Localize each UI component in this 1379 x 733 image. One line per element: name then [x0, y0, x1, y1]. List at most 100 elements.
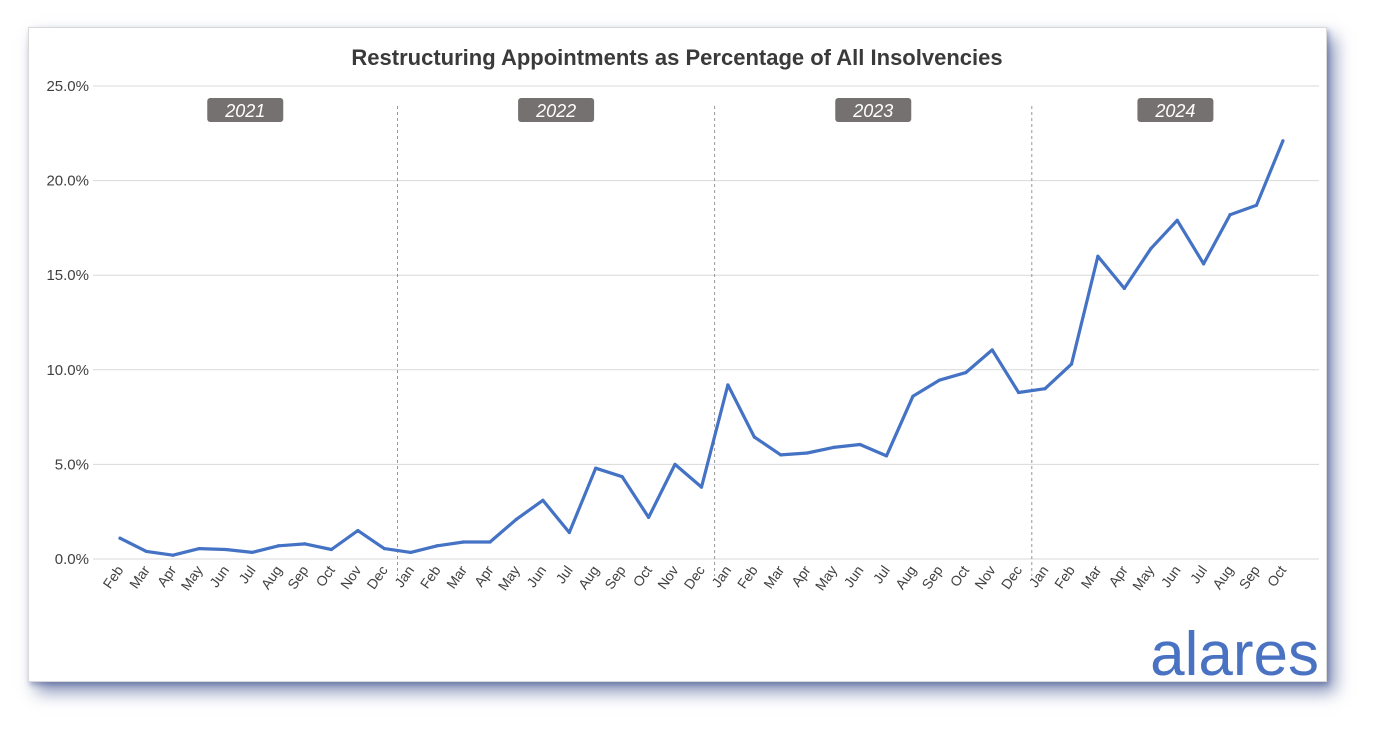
- x-tick-label: Jan: [1025, 563, 1051, 591]
- data-point: [699, 485, 704, 489]
- x-tick-label: May: [1129, 563, 1157, 594]
- x-tick-label: Nov: [337, 563, 364, 593]
- x-tick-label: Feb: [100, 562, 127, 591]
- data-point: [461, 540, 466, 544]
- x-tick-label: Apr: [788, 562, 814, 589]
- data-point: [594, 466, 598, 470]
- data-point: [1043, 387, 1047, 391]
- chart-title: Restructuring Appointments as Percentage…: [351, 45, 1002, 70]
- data-point: [1228, 213, 1232, 217]
- series-line: [118, 139, 1285, 557]
- data-point: [726, 383, 730, 387]
- data-point: [1017, 390, 1021, 395]
- x-tick-label: May: [812, 563, 840, 594]
- x-tick-label: Feb: [417, 562, 444, 591]
- y-tick-label: 25.0%: [46, 78, 89, 95]
- x-tick-label: Mar: [443, 562, 470, 591]
- data-point: [1175, 218, 1179, 222]
- data-point: [1202, 262, 1206, 266]
- alares-logo: alares: [1150, 620, 1319, 681]
- y-tick-label: 20.0%: [46, 173, 89, 190]
- x-tick-label: Jul: [870, 563, 893, 587]
- year-badge-background: [835, 98, 912, 122]
- data-point: [911, 394, 915, 398]
- x-tick-label: Apr: [154, 562, 180, 589]
- data-point: [409, 550, 413, 554]
- data-point: [197, 546, 201, 551]
- data-point: [673, 462, 677, 466]
- year-badge: 2024: [1137, 98, 1214, 122]
- x-tick-label: Mar: [1077, 562, 1104, 591]
- x-tick-label: Sep: [601, 562, 629, 592]
- x-tick-label: Mar: [760, 562, 787, 591]
- y-tick-label: 10.0%: [46, 362, 89, 379]
- x-tick-label: Apr: [1105, 562, 1131, 589]
- data-point: [1069, 362, 1074, 366]
- data-point: [144, 549, 149, 554]
- year-label: 2022: [535, 101, 576, 121]
- x-tick-label: Aug: [1209, 563, 1236, 593]
- x-tick-label: May: [177, 563, 205, 594]
- data-point: [832, 445, 836, 449]
- data-point: [276, 544, 281, 548]
- x-tick-label: Jan: [391, 563, 417, 591]
- data-point: [620, 475, 624, 479]
- x-tick-label: Jun: [523, 563, 549, 591]
- year-labels: 2021 2022 2023 2024: [207, 98, 1214, 122]
- series-layer: [118, 139, 1285, 557]
- data-point: [752, 435, 756, 439]
- data-point: [964, 371, 968, 375]
- x-tick-label: Jun: [840, 563, 866, 591]
- line-chart: Restructuring Appointments as Percentage…: [46, 45, 1319, 681]
- data-point: [884, 454, 889, 458]
- x-tick-label: Dec: [998, 563, 1025, 593]
- x-tick-label: Oct: [312, 562, 338, 589]
- year-label: 2024: [1154, 101, 1195, 121]
- x-tick-label: Dec: [363, 563, 390, 593]
- x-tick-label: Aug: [258, 563, 285, 593]
- x-tick-label: Jul: [235, 563, 258, 587]
- x-tick-label: Sep: [1236, 562, 1264, 592]
- data-point: [171, 553, 175, 557]
- data-point: [224, 547, 228, 552]
- year-badge-background: [207, 98, 284, 122]
- x-tick-label: Jan: [708, 563, 734, 591]
- x-tick-label: Aug: [575, 563, 602, 593]
- data-point: [541, 498, 545, 502]
- x-tick-label: Jul: [1187, 563, 1210, 587]
- x-tick-label: Oct: [1264, 562, 1290, 589]
- year-label: 2023: [852, 101, 893, 121]
- x-tick-label: Oct: [947, 562, 973, 589]
- data-point: [118, 536, 122, 540]
- data-point: [779, 453, 783, 457]
- data-point: [567, 530, 571, 535]
- data-point: [805, 451, 809, 455]
- x-tick-label: Aug: [892, 563, 919, 593]
- x-tick-label: Jun: [1158, 563, 1184, 591]
- data-point: [514, 517, 519, 521]
- data-point: [250, 550, 254, 554]
- x-tick-label: Jun: [206, 563, 232, 591]
- data-point: [858, 442, 862, 447]
- x-tick-label: Feb: [734, 562, 761, 591]
- y-tick-label: 15.0%: [46, 267, 89, 284]
- data-point: [1149, 247, 1153, 251]
- x-tick-label: Feb: [1051, 562, 1078, 591]
- y-tick-label: 0.0%: [55, 551, 89, 568]
- x-tick-label: Nov: [971, 563, 998, 593]
- data-point: [990, 348, 994, 352]
- data-point: [647, 515, 651, 519]
- year-badge: 2022: [518, 98, 595, 122]
- year-badge: 2021: [207, 98, 284, 122]
- x-tick-label: Oct: [629, 562, 655, 589]
- y-tick-label: 5.0%: [55, 456, 89, 473]
- x-tick-label: Dec: [681, 563, 708, 593]
- data-point: [382, 546, 386, 551]
- data-point: [1122, 286, 1126, 291]
- year-label: 2021: [224, 101, 265, 121]
- x-tick-label: May: [495, 563, 523, 594]
- x-tick-label: Sep: [918, 562, 946, 592]
- x-tick-label: Sep: [284, 562, 312, 592]
- data-point: [435, 544, 439, 548]
